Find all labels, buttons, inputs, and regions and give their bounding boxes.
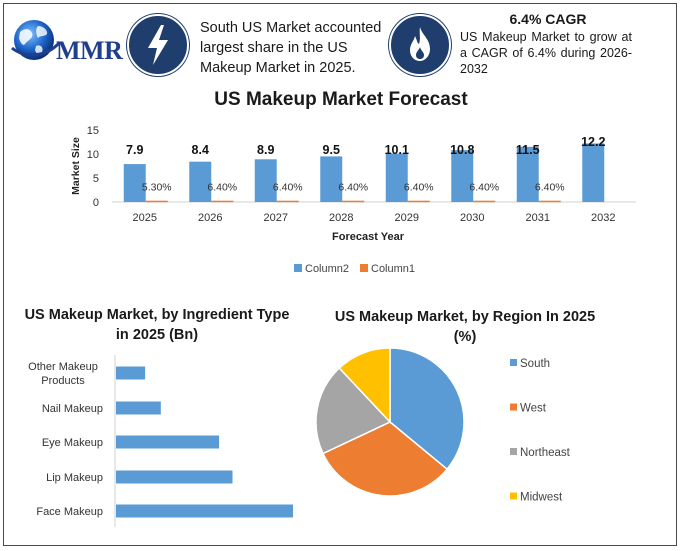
pct-label: 6.40%	[338, 181, 368, 193]
pie-slice-midwest	[338, 347, 391, 424]
pie-slice-northeast	[315, 366, 392, 455]
legend-label-south: South	[520, 358, 550, 370]
ingredient-chart: Other Makeup Products Nail Makeup Eye Makeu…	[28, 355, 293, 527]
category-label: Products	[41, 375, 85, 387]
legend-swatch-south	[510, 359, 517, 366]
y-tick-label: 0	[93, 197, 99, 209]
bar-value-label: 9.5	[323, 143, 340, 157]
bar-value-label: 12.2	[581, 135, 605, 149]
bar-column1	[473, 200, 496, 203]
pct-label: 6.40%	[535, 181, 565, 193]
bar-value-label: 10.1	[385, 143, 409, 157]
bar-column2	[123, 164, 146, 202]
y-tick-label: 15	[87, 125, 99, 137]
x-tick-label: 2031	[526, 212, 550, 224]
x-tick-label: 2028	[329, 212, 353, 224]
bar-column1	[342, 200, 365, 203]
legend-label-column2: Column2	[305, 263, 349, 275]
category-label: Eye Makeup	[42, 437, 103, 449]
infographic-frame	[3, 3, 677, 546]
pct-label: 5.30%	[142, 181, 172, 193]
region-chart: South West Northeast Midwest	[315, 347, 571, 504]
legend-label-midwest: Midwest	[520, 492, 563, 504]
cagr-title: 6.4% CAGR	[509, 11, 587, 27]
y-axis-label: Market Size	[70, 137, 82, 195]
x-tick-label: 2026	[198, 212, 222, 224]
pct-label: 6.40%	[404, 181, 434, 193]
bar-column1	[211, 200, 234, 203]
category-label: Lip Makeup	[46, 472, 103, 484]
category-label: Face Makeup	[36, 506, 103, 518]
pie-slice-west	[322, 421, 449, 497]
bar-value-label: 10.8	[450, 143, 474, 157]
category-label: Other Makeup	[28, 361, 98, 373]
bar-value-label: 8.4	[192, 143, 209, 157]
legend-swatch-west	[510, 403, 517, 411]
bar-column1	[276, 200, 299, 203]
bar-value-label: 7.9	[126, 143, 143, 157]
bar-value-label: 8.9	[257, 143, 274, 157]
pct-label: 6.40%	[273, 181, 303, 193]
legend-swatch-midwest	[510, 492, 517, 500]
region-chart-title: US Makeup Market, by Region In 2025 (%)	[334, 309, 596, 345]
bar-column2	[516, 146, 539, 202]
y-tick-label: 5	[93, 173, 99, 185]
mmr-logo: MMR	[10, 14, 123, 66]
pie-slice-south	[389, 347, 465, 471]
ingredient-bar	[116, 470, 233, 484]
legend-label-column1: Column1	[371, 263, 415, 275]
legend-swatch-column1	[360, 264, 368, 272]
pct-label: 6.40%	[469, 181, 499, 193]
forecast-chart: 0 5 10 15 Market Size 7.9 5.30% 2025 8.4 6.40% 202…	[70, 125, 636, 275]
globe-icon	[11, 20, 62, 60]
cagr-text: US Makeup Market to grow at a CAGR of 6.…	[460, 30, 632, 76]
bar-column2	[320, 156, 343, 202]
legend-swatch-column2	[294, 264, 302, 272]
bar-column1	[538, 200, 561, 203]
y-tick-label: 10	[87, 149, 99, 161]
legend-label-west: West	[520, 403, 547, 415]
category-label: Nail Makeup	[42, 403, 103, 415]
legend-label-northeast: Northeast	[520, 447, 571, 459]
ingredient-bar	[116, 366, 146, 380]
bar-column1	[407, 200, 430, 203]
x-tick-label: 2029	[395, 212, 419, 224]
bar-column2	[582, 143, 605, 202]
bar-column2	[254, 159, 277, 202]
ingredient-bar	[116, 504, 293, 518]
x-tick-label: 2025	[133, 212, 157, 224]
flame-icon	[388, 13, 452, 77]
ingredient-bar	[116, 401, 161, 415]
x-axis-label: Forecast Year	[332, 231, 405, 243]
ingredient-chart-title: US Makeup Market, by Ingredient Type in …	[24, 307, 290, 343]
bar-column2	[451, 150, 474, 202]
bar-column1	[145, 200, 168, 203]
forecast-chart-title: US Makeup Market Forecast	[214, 89, 468, 110]
x-tick-label: 2032	[591, 212, 615, 224]
bar-column2	[189, 161, 212, 202]
pct-label: 6.40%	[207, 181, 237, 193]
legend-swatch-northeast	[510, 448, 517, 455]
logo-text: MMR	[56, 36, 123, 65]
bar-column2	[385, 153, 408, 202]
lightning-bolt-icon	[126, 13, 190, 77]
x-tick-label: 2030	[460, 212, 484, 224]
x-tick-label: 2027	[264, 212, 288, 224]
ingredient-bar	[116, 435, 220, 449]
bar-value-label: 11.5	[516, 143, 540, 157]
south-share-text: South US Market accounted largest share …	[200, 20, 382, 76]
